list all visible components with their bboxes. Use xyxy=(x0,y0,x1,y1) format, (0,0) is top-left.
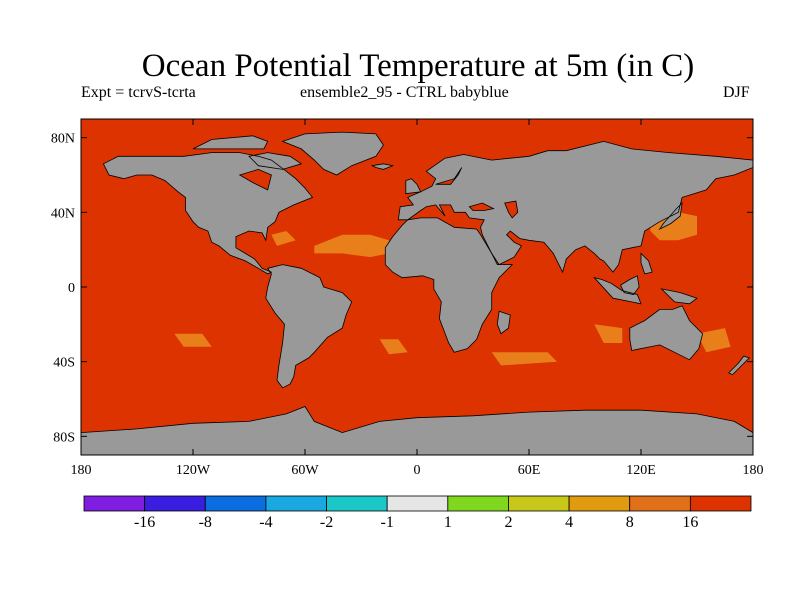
hudson-bay xyxy=(239,169,272,190)
colorbar-box-7 xyxy=(508,495,570,512)
land-new-zealand xyxy=(728,356,750,375)
land-greenland-coastline xyxy=(281,131,384,176)
land-new-guinea-coastline xyxy=(660,288,698,305)
colorbar-label-5: 1 xyxy=(444,514,452,531)
warm-patch-west-aus xyxy=(594,324,623,343)
colorbar-box-10 xyxy=(689,495,752,512)
colorbar: -16 -8 -4 -2 -1 1 2 4 8 16 xyxy=(83,495,752,531)
lon-tick-label-4: 60E xyxy=(518,463,541,478)
colorbar-box-2 xyxy=(204,495,267,512)
warm-patch-gulf xyxy=(271,231,296,246)
land-madagascar xyxy=(497,311,511,334)
black-sea-coastline xyxy=(468,202,495,211)
land-new-guinea xyxy=(661,288,697,304)
lat-tick-label-1: 40N xyxy=(51,206,75,221)
land-indonesia-coastline xyxy=(593,277,642,305)
map-area xyxy=(80,118,754,456)
land-australia-coastline xyxy=(629,305,704,361)
experiment-label: Expt = tcrvS-tcrta xyxy=(81,84,196,101)
colorbar-box-9 xyxy=(629,495,691,512)
lat-tick-label-2: 0 xyxy=(68,281,75,296)
land-uk-coastline xyxy=(405,178,422,195)
caspian-sea xyxy=(504,201,518,218)
land-iceland-coastline xyxy=(370,163,395,170)
lat-tick-label-3: 40S xyxy=(53,356,75,371)
coastlines xyxy=(80,131,754,456)
land-mask xyxy=(81,132,753,455)
land-new-zealand-coastline xyxy=(728,355,751,376)
warm-patch-north-atlantic xyxy=(314,234,389,258)
colorbar-box-4 xyxy=(326,495,388,512)
land-greenland xyxy=(282,132,384,175)
colorbar-box-0 xyxy=(83,495,146,512)
warm-patch-indian xyxy=(491,352,557,366)
warm-patch-south-atlantic xyxy=(379,339,408,355)
map-title: Ocean Potential Temperature at 5m (in C) xyxy=(141,48,695,84)
colorbar-label-6: 2 xyxy=(504,514,512,531)
land-madagascar-coastline xyxy=(496,310,511,335)
land-africa xyxy=(385,217,513,353)
lon-tick-label-5: 120E xyxy=(626,463,656,478)
land-eurasia-coastline xyxy=(397,140,754,274)
land-uk xyxy=(405,178,421,194)
colorbar-label-9: 16 xyxy=(682,514,698,531)
lon-tick-label-1: 120W xyxy=(176,463,211,478)
land-japan-coastline xyxy=(658,201,683,231)
land-baffin-coastline xyxy=(248,152,303,170)
colorbar-box-6 xyxy=(447,495,509,512)
land-borneo-coastline xyxy=(619,275,640,295)
longitude-axis: 180 120W 60W 0 60E 120E 180 xyxy=(71,119,764,478)
land-antarctica xyxy=(81,406,753,455)
lat-tick-label-0: 80N xyxy=(51,132,75,147)
colorbar-box-5 xyxy=(386,495,449,512)
caspian-sea-coastline xyxy=(504,200,519,219)
land-indonesia xyxy=(594,277,641,304)
hudson-bay-coastline xyxy=(238,168,272,191)
colorbar-box-8 xyxy=(568,495,631,512)
colorbar-label-3: -2 xyxy=(320,514,333,531)
colorbar-label-8: 8 xyxy=(626,514,634,531)
land-eurasia xyxy=(398,141,753,273)
colorbar-label-1: -8 xyxy=(199,514,212,531)
baltic-sea-coastline xyxy=(435,167,463,185)
colorbar-label-0: -16 xyxy=(134,514,155,531)
lon-tick-label-3: 0 xyxy=(414,463,421,478)
warm-patch-east-pacific xyxy=(174,333,212,347)
land-africa-coastline xyxy=(384,217,514,353)
season-label: DJF xyxy=(723,84,750,101)
land-baffin xyxy=(249,152,302,170)
black-sea xyxy=(469,203,494,211)
colorbar-box-3 xyxy=(265,495,327,512)
land-borneo xyxy=(620,275,640,295)
land-australia xyxy=(629,305,703,360)
lon-tick-label-0: 180 xyxy=(71,463,92,478)
lat-tick-label-4: 80S xyxy=(53,430,75,445)
colorbar-box-1 xyxy=(144,495,206,512)
land-canadian-archipelago-coastline xyxy=(192,135,269,150)
land-antarctica-coastline xyxy=(80,406,754,456)
lon-tick-label-6: 180 xyxy=(743,463,764,478)
lon-tick-label-2: 60W xyxy=(291,463,319,478)
warm-patch-tasman xyxy=(697,328,731,353)
land-philippines-coastline xyxy=(640,252,653,275)
land-north-america-coastline xyxy=(102,152,314,275)
colorbar-label-7: 4 xyxy=(565,514,573,531)
ensemble-label: ensemble2_95 - CTRL babyblue xyxy=(300,84,509,101)
colorbar-label-2: -4 xyxy=(259,514,272,531)
land-philippines xyxy=(641,253,653,274)
warm-anomaly-patches xyxy=(174,212,731,366)
colorbar-label-4: -1 xyxy=(381,514,394,531)
land-south-america xyxy=(265,264,352,388)
land-canadian-archipelago xyxy=(193,135,268,149)
land-south-america-coastline xyxy=(265,264,353,389)
latitude-axis: 80N 40N 0 40S 80S xyxy=(51,132,753,445)
